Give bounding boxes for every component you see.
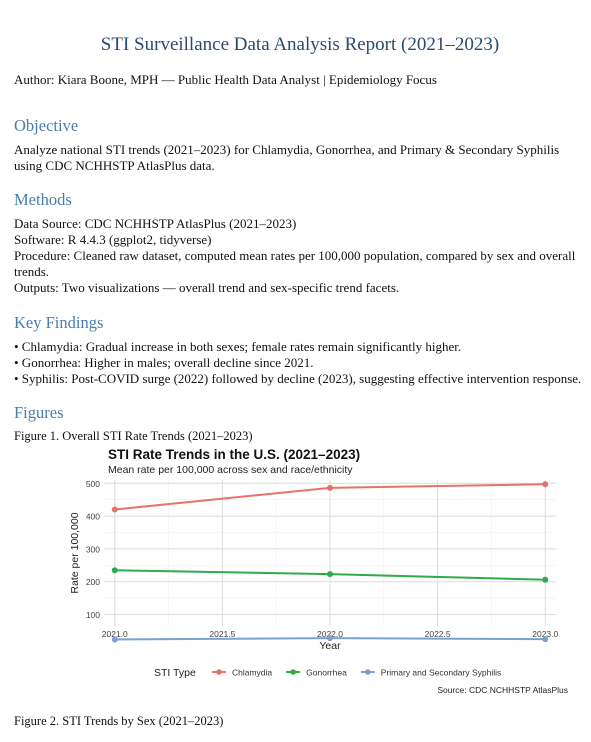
chart-subtitle: Mean rate per 100,000 across sex and rac… — [108, 464, 353, 476]
report-title: STI Surveillance Data Analysis Report (2… — [100, 34, 500, 55]
methods-line: Software: R 4.4.3 (ggplot2, tidyverse) — [14, 232, 212, 247]
findings-heading: Key Findings — [14, 313, 104, 332]
finding-item: • Syphilis: Post-COVID surge (2022) foll… — [14, 371, 582, 386]
y-tick-label: 300 — [86, 544, 100, 554]
data-point — [111, 567, 118, 574]
y-tick-label: 100 — [86, 610, 100, 620]
legend-key-point — [216, 669, 222, 675]
figure2-caption: Figure 2. STI Trends by Sex (2021–2023) — [14, 714, 224, 728]
methods-line: Procedure: Cleaned raw dataset, computed… — [14, 248, 576, 279]
methods-heading: Methods — [14, 190, 72, 209]
chart-source-caption: Source: CDC NCHHSTP AtlasPlus — [437, 685, 568, 695]
data-point — [542, 481, 549, 488]
figure1-caption: Figure 1. Overall STI Rate Trends (2021–… — [14, 429, 253, 443]
data-point — [111, 636, 118, 643]
legend-title: STI Type — [154, 667, 196, 679]
chart-title: STI Rate Trends in the U.S. (2021–2023) — [108, 447, 360, 462]
y-tick-label: 400 — [86, 512, 100, 522]
figures-heading: Figures — [14, 403, 64, 422]
finding-item: • Gonorrhea: Higher in males; overall de… — [14, 355, 314, 370]
data-point — [327, 484, 333, 491]
legend-label: Primary and Secondary Syphilis — [381, 668, 501, 678]
methods-line: Outputs: Two visualizations — overall tr… — [14, 280, 400, 295]
legend-label: Chlamydia — [232, 668, 272, 678]
data-point — [542, 576, 549, 583]
x-tick-label: 2022.0 — [317, 629, 343, 639]
legend-label: Gonorrhea — [306, 668, 347, 678]
methods-list: Data Source: CDC NCHHSTP AtlasPlus (2021… — [14, 216, 584, 296]
finding-item: • Chlamydia: Gradual increase in both se… — [14, 339, 462, 354]
x-tick-label: 2022.5 — [425, 629, 451, 639]
data-point — [327, 635, 333, 642]
data-point — [327, 571, 333, 578]
y-tick-label: 500 — [86, 479, 100, 489]
data-point — [111, 506, 118, 513]
x-tick-label: 2021.5 — [209, 629, 235, 639]
legend-key-point — [290, 669, 296, 675]
objective-text: Analyze national STI trends (2021–2023) … — [14, 142, 560, 173]
author-line: Author: Kiara Boone, MPH — Public Health… — [14, 72, 437, 87]
x-axis-label: Year — [319, 640, 341, 652]
y-tick-label: 200 — [86, 577, 100, 587]
x-tick-label: 2021.0 — [102, 629, 128, 639]
findings-list: • Chlamydia: Gradual increase in both se… — [14, 339, 584, 387]
sti-trend-chart: STI Rate Trends in the U.S. (2021–2023) M… — [69, 447, 568, 695]
methods-line: Data Source: CDC NCHHSTP AtlasPlus (2021… — [14, 216, 297, 231]
y-axis-label: Rate per 100,000 — [69, 512, 81, 593]
legend-key-point — [364, 669, 371, 675]
data-point — [542, 636, 549, 643]
objective-heading: Objective — [14, 116, 79, 135]
x-tick-label: 2023.0 — [532, 629, 558, 639]
